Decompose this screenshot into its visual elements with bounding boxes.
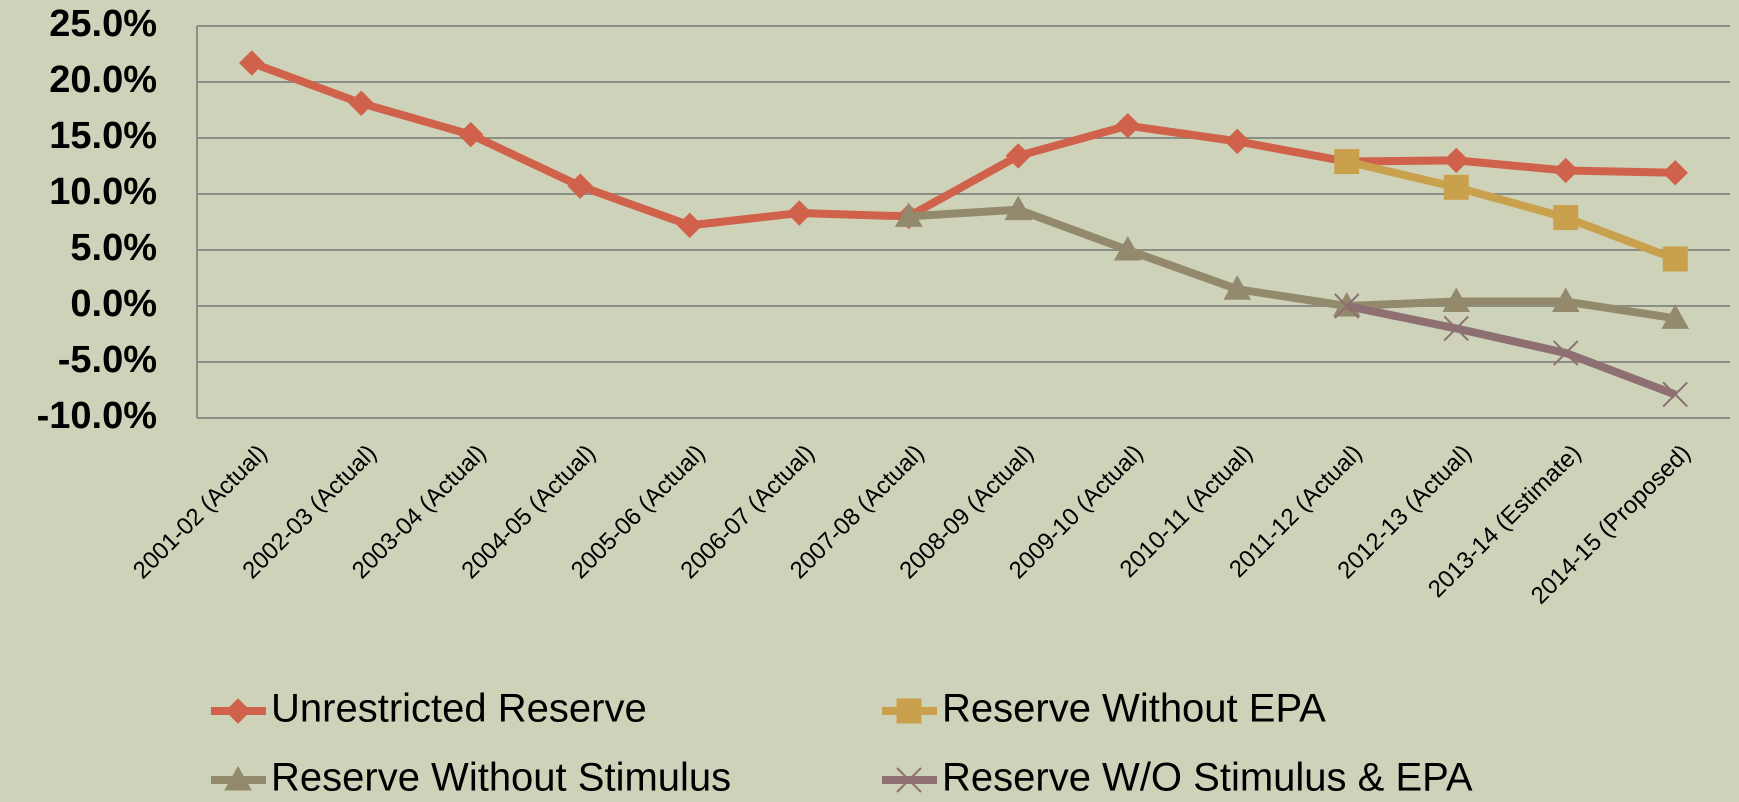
legend-marker bbox=[896, 698, 922, 724]
data-point bbox=[1005, 143, 1031, 169]
y-tick-label: 0.0% bbox=[70, 283, 157, 325]
series-line bbox=[908, 205, 1676, 323]
data-point bbox=[1443, 315, 1469, 342]
legend-label: Reserve Without Stimulus bbox=[271, 756, 731, 800]
data-point bbox=[1334, 149, 1360, 175]
data-point bbox=[567, 173, 593, 199]
data-point bbox=[1553, 340, 1579, 366]
data-point bbox=[1004, 195, 1033, 221]
y-tick-label: 10.0% bbox=[49, 171, 157, 213]
data-point bbox=[1223, 275, 1252, 300]
y-tick-label: -5.0% bbox=[58, 339, 157, 381]
series-line bbox=[250, 59, 1676, 230]
y-tick-label: 25.0% bbox=[49, 3, 157, 45]
data-point bbox=[1551, 287, 1580, 313]
data-point bbox=[239, 50, 265, 76]
data-point bbox=[677, 212, 703, 239]
series-line bbox=[1345, 302, 1677, 399]
data-point bbox=[894, 202, 923, 227]
data-point bbox=[348, 90, 374, 116]
data-point bbox=[1662, 160, 1688, 186]
data-point bbox=[1553, 205, 1579, 231]
y-tick-label: 5.0% bbox=[70, 227, 157, 269]
legend-label: Reserve W/O Stimulus & EPA bbox=[942, 756, 1473, 800]
data-point bbox=[1224, 128, 1250, 155]
legend-marker bbox=[896, 767, 922, 793]
legend-marker bbox=[225, 698, 251, 724]
data-point bbox=[1661, 304, 1690, 329]
data-point bbox=[1442, 287, 1471, 313]
series-line bbox=[1345, 157, 1677, 263]
data-point bbox=[1553, 157, 1579, 184]
data-point bbox=[1662, 246, 1688, 272]
y-tick-label: -10.0% bbox=[37, 395, 157, 437]
data-point bbox=[1334, 293, 1360, 319]
data-point bbox=[458, 121, 484, 148]
y-tick-label: 20.0% bbox=[49, 59, 157, 101]
legend-label: Unrestricted Reserve bbox=[271, 687, 647, 731]
data-point bbox=[1443, 174, 1469, 200]
y-tick-label: 15.0% bbox=[49, 115, 157, 157]
data-point bbox=[1662, 381, 1688, 408]
legend-label: Reserve Without EPA bbox=[942, 687, 1326, 731]
data-point bbox=[1443, 147, 1469, 174]
legend-marker bbox=[224, 765, 252, 791]
data-point bbox=[1113, 235, 1142, 261]
data-point bbox=[1115, 112, 1141, 139]
data-point bbox=[786, 200, 812, 226]
